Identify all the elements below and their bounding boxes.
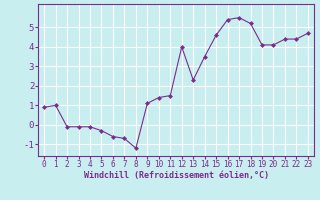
X-axis label: Windchill (Refroidissement éolien,°C): Windchill (Refroidissement éolien,°C) xyxy=(84,171,268,180)
